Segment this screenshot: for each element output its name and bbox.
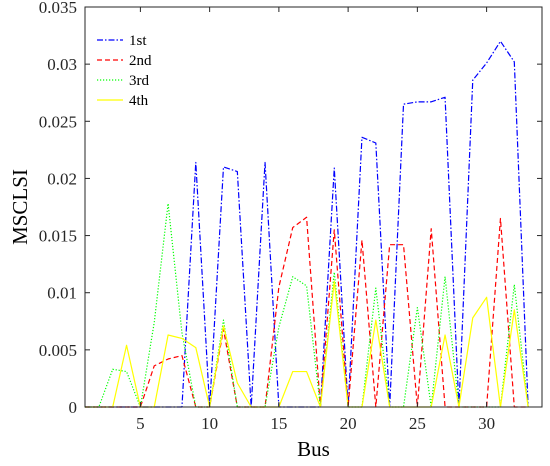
y-tick-label: 0.005 xyxy=(39,341,77,360)
series-line-4th xyxy=(85,280,529,408)
plot-frame xyxy=(84,6,543,408)
y-tick-label: 0.015 xyxy=(39,227,77,246)
x-tick-label: 25 xyxy=(409,414,426,433)
x-tick-label: 10 xyxy=(201,414,218,433)
plot-area xyxy=(85,7,542,407)
series-line-3rd xyxy=(85,202,529,408)
y-tick-label: 0.03 xyxy=(47,55,77,74)
x-tick-label: 5 xyxy=(136,414,145,433)
series-line-2nd xyxy=(85,216,529,408)
legend-label-3rd: 3rd xyxy=(129,73,149,89)
y-axis-title: MSCLSI xyxy=(8,169,32,245)
y-tick-label: 0.02 xyxy=(47,169,77,188)
plot-background xyxy=(85,7,542,407)
x-axis-title: Bus xyxy=(297,437,330,461)
y-tick-label: 0.01 xyxy=(47,284,77,303)
x-tick-label: 15 xyxy=(270,414,287,433)
y-tick-label: 0.035 xyxy=(39,0,77,17)
x-tick-label: 30 xyxy=(478,414,495,433)
legend-label-4th: 4th xyxy=(129,93,149,109)
axes-layer: 5 10 15 20 25 30 0 0.005 0.01 0.015 0.02 0.025 0.03 0… xyxy=(39,0,543,433)
y-tick-label: 0 xyxy=(69,398,78,417)
legend: 1st 2nd 3rd 4th xyxy=(97,33,152,109)
x-tick-label: 20 xyxy=(340,414,357,433)
legend-label-2nd: 2nd xyxy=(129,53,152,69)
y-tick-label: 0.025 xyxy=(39,112,77,131)
legend-label-1st: 1st xyxy=(129,33,147,49)
